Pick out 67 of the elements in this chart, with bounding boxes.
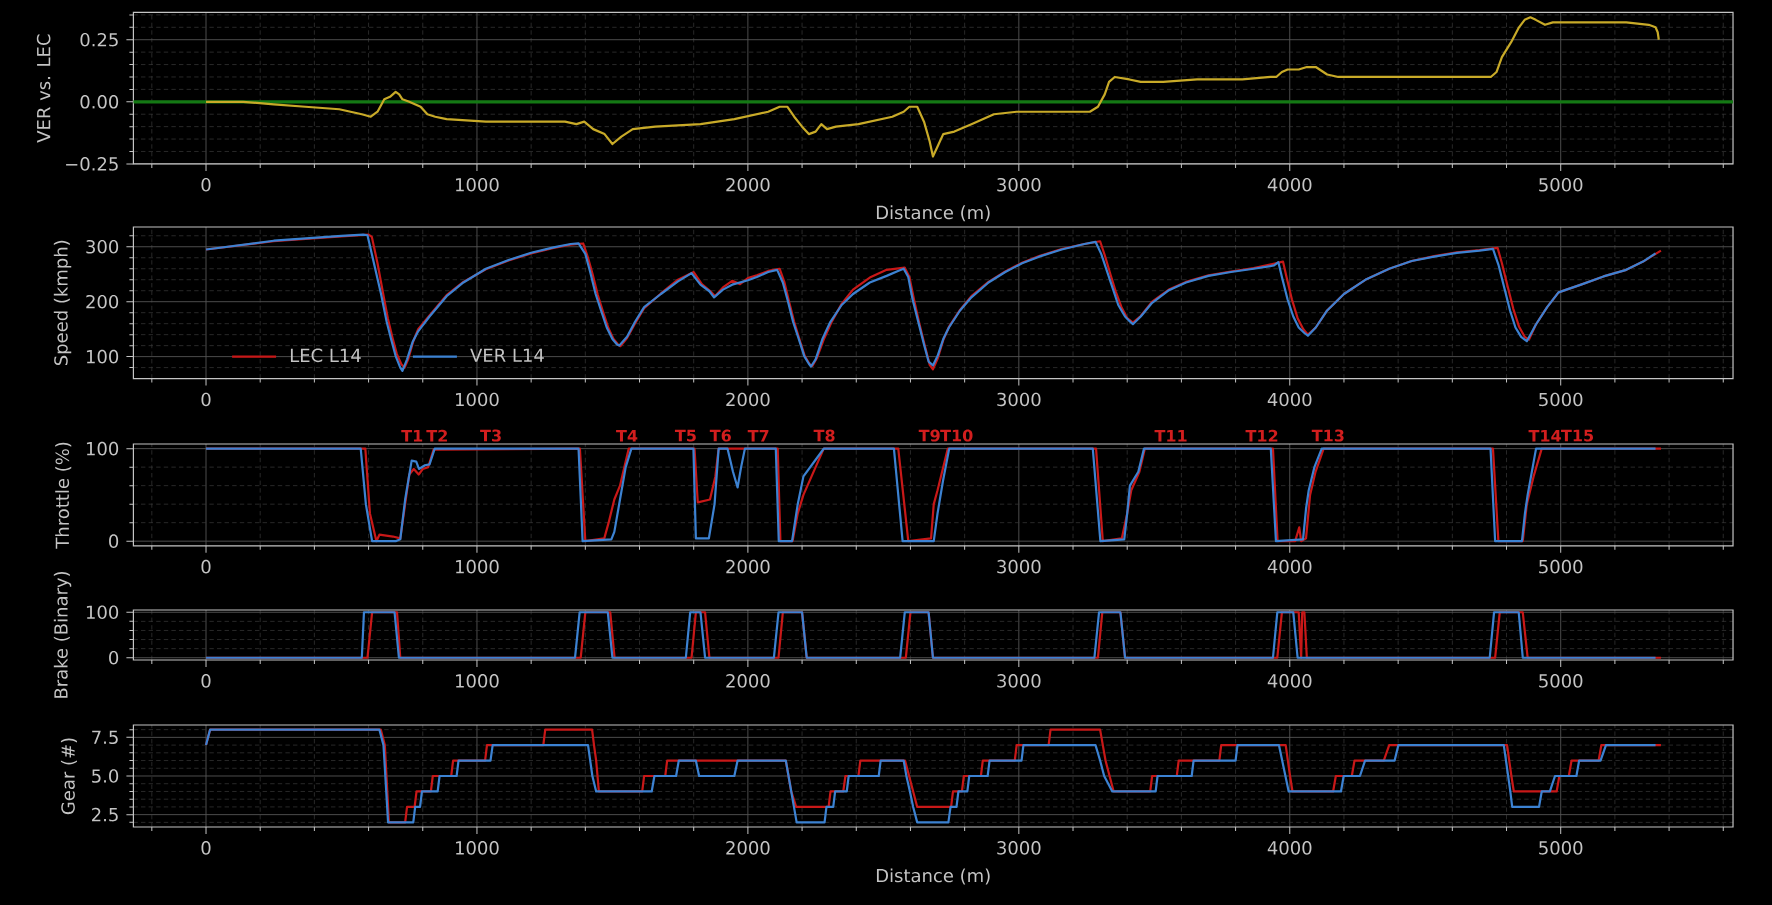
y-tick-label: 200 — [86, 294, 119, 309]
text: T5 — [674, 429, 696, 442]
x-tick-label: 0 — [201, 177, 211, 192]
x-tick-label: 0 — [201, 559, 211, 574]
y-tick-label: 100 — [86, 605, 119, 620]
x-tick-label: 2000 — [726, 177, 770, 192]
text: T13 — [1311, 429, 1344, 442]
x-axis-title: Distance (m) — [876, 868, 990, 885]
y-axis-title: Throttle (%) — [55, 442, 72, 549]
x-tick-label: 5000 — [1539, 674, 1583, 688]
x-tick-label: 3000 — [997, 392, 1041, 407]
x-tick-label: 0 — [201, 674, 211, 688]
y-tick-label: 0.25 — [80, 32, 118, 47]
x-tick-label: 4000 — [1267, 392, 1312, 407]
x-tick-label: 0 — [201, 841, 211, 855]
x-tick-label: 1000 — [456, 177, 499, 192]
x-tick-label: 4000 — [1267, 559, 1312, 574]
x-tick-label: 2000 — [726, 392, 770, 407]
x-tick-label: 1000 — [456, 841, 499, 855]
text: T4 — [616, 429, 638, 442]
y-tick-label: 100 — [86, 349, 119, 364]
x-tick-label: 3000 — [997, 177, 1041, 192]
x-tick-label: 1000 — [456, 674, 499, 688]
y-tick-label: 2.5 — [92, 807, 118, 822]
text: T3 — [480, 429, 501, 442]
text: T9 — [918, 429, 940, 442]
text: T15 — [1561, 429, 1593, 442]
text: T6 — [709, 429, 731, 442]
x-tick-label: 3000 — [997, 559, 1041, 574]
y-tick-label: 100 — [86, 441, 119, 456]
y-tick-label: 0 — [109, 534, 119, 548]
x-tick-label: 2000 — [726, 559, 770, 574]
y-axis-title: Gear (#) — [60, 738, 77, 815]
x-tick-label: 2000 — [726, 674, 770, 688]
x-tick-label: 5000 — [1539, 177, 1583, 192]
x-tick-label: 5000 — [1539, 559, 1583, 574]
x-tick-label: 3000 — [997, 841, 1041, 855]
y-tick-label: 5.0 — [92, 769, 119, 783]
x-tick-label: 1000 — [456, 392, 499, 407]
x-tick-label: 5000 — [1539, 392, 1583, 407]
y-tick-label: 0.00 — [80, 95, 119, 109]
y-axis-title: VER vs. LEC — [36, 34, 51, 143]
text: T10 — [940, 429, 973, 442]
x-tick-label: 4000 — [1267, 841, 1312, 855]
x-tick-label: 2000 — [726, 841, 770, 855]
x-tick-label: 4000 — [1267, 177, 1312, 192]
text: T14 — [1528, 429, 1561, 442]
legend-label: VER L14 — [470, 348, 544, 362]
x-tick-label: 4000 — [1267, 674, 1312, 688]
text: T8 — [813, 429, 835, 442]
text: T2 — [426, 429, 447, 442]
text: T12 — [1245, 429, 1278, 442]
x-tick-label: 3000 — [997, 674, 1041, 688]
y-axis-title: Speed (kmph) — [53, 240, 72, 366]
x-axis-title: Distance (m) — [876, 205, 990, 222]
text: T11 — [1154, 429, 1187, 442]
text: T1 — [401, 429, 423, 442]
y-tick-label: 300 — [86, 239, 119, 254]
x-tick-label: 5000 — [1539, 841, 1583, 855]
x-tick-label: 0 — [201, 392, 211, 407]
y-axis-title: Brake (Binary) — [53, 571, 72, 698]
text: T7 — [747, 429, 769, 442]
y-tick-label: 7.5 — [92, 730, 118, 745]
y-tick-label: −0.25 — [66, 157, 118, 171]
legend-label: LEC L14 — [290, 348, 361, 363]
x-tick-label: 1000 — [456, 559, 499, 574]
y-tick-label: 0 — [109, 650, 119, 665]
